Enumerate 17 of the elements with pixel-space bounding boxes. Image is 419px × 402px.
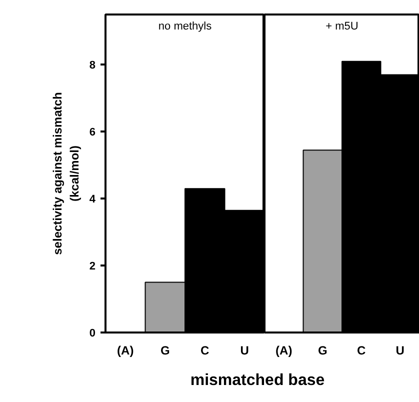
x-tick-label: U — [240, 344, 249, 358]
y-axis-title: selectivity against mismatch (kcal/mol) — [50, 92, 82, 255]
text: + m5U — [326, 20, 358, 32]
x-tick-label: (A) — [117, 344, 134, 358]
y-tick-label: 6 — [89, 126, 96, 139]
x-tick-label: U — [396, 344, 404, 358]
x-tick-label: G — [318, 344, 328, 358]
y-tick-label: 2 — [89, 260, 96, 273]
y-tick-label: 8 — [89, 60, 96, 72]
x-axis-title: mismatched base — [190, 372, 325, 389]
y-tick-label: 4 — [89, 194, 96, 206]
x-tick-label: G — [160, 344, 170, 358]
x-tick-label: C — [357, 344, 366, 358]
y-tick-label: 0 — [89, 328, 96, 340]
x-tick-label: (A) — [276, 344, 292, 358]
text: no methyls — [158, 20, 212, 32]
x-tick-label: C — [200, 344, 210, 358]
